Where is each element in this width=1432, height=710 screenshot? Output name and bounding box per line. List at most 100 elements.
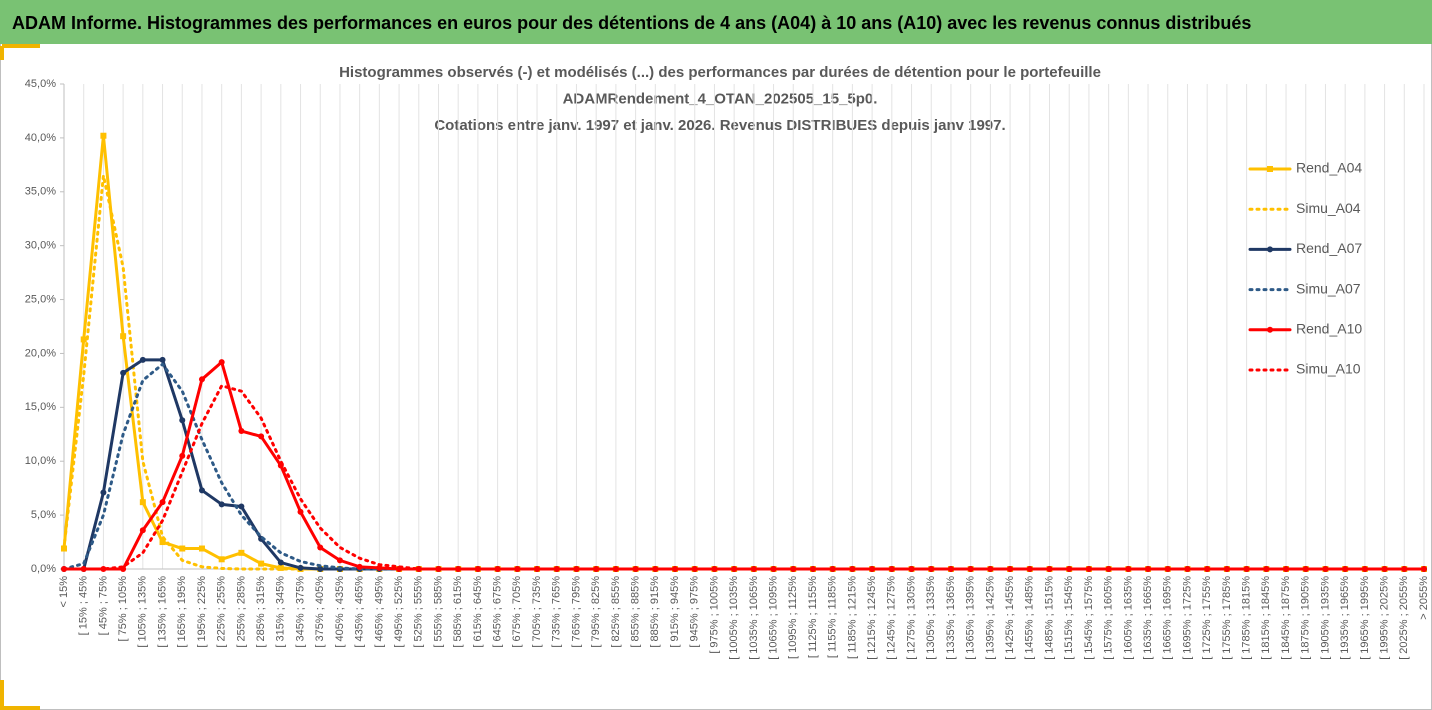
x-tick-label: [ 1185% ; 1215% bbox=[846, 576, 858, 659]
marker bbox=[218, 359, 225, 366]
legend-marker bbox=[1267, 166, 1273, 172]
x-tick-label: [ 555% ; 585% bbox=[432, 576, 444, 648]
x-tick-label: [ 1995% ; 2025% bbox=[1378, 576, 1390, 660]
marker bbox=[100, 489, 107, 496]
x-tick-label: [ 1635% ; 1665% bbox=[1142, 576, 1154, 660]
x-tick-label: [ 195% ; 225% bbox=[196, 576, 208, 648]
legend-marker bbox=[1267, 326, 1273, 333]
marker bbox=[1184, 566, 1191, 572]
legend-label: Simu_A10 bbox=[1296, 361, 1361, 377]
marker bbox=[317, 566, 324, 572]
x-tick-label: [ 105% ; 135% bbox=[137, 576, 149, 648]
x-tick-label: [ 165% ; 195% bbox=[176, 576, 188, 648]
x-tick-label: [ 1365% ; 1395% bbox=[965, 576, 977, 660]
y-tick-label: 40,0% bbox=[25, 132, 56, 144]
chart-title-line: Cotations entre janv. 1997 et janv. 2026… bbox=[434, 117, 1005, 134]
x-tick-label: [ 1395% ; 1425% bbox=[984, 576, 996, 660]
marker bbox=[750, 566, 757, 572]
marker bbox=[218, 501, 225, 508]
x-tick-label: [ 915% ; 945% bbox=[669, 576, 681, 648]
x-tick-label: [ 585% ; 615% bbox=[452, 576, 464, 648]
marker bbox=[198, 545, 205, 552]
marker bbox=[1381, 566, 1388, 572]
legend-label: Rend_A10 bbox=[1296, 321, 1362, 337]
marker bbox=[297, 508, 304, 515]
marker bbox=[731, 566, 738, 572]
x-tick-label: [ 795% ; 825% bbox=[590, 576, 602, 648]
x-tick-label: [ 1275% ; 1305% bbox=[905, 576, 917, 660]
x-tick-label: [ 345% ; 375% bbox=[294, 576, 306, 648]
header-title: ADAM Informe. Histogrammes des performan… bbox=[12, 13, 1251, 33]
x-tick-label: [ 975% ; 1005% bbox=[708, 576, 720, 654]
x-tick-label: [ 1425% ; 1455% bbox=[1004, 576, 1016, 660]
x-tick-label: [ 255% ; 285% bbox=[235, 576, 247, 648]
y-tick-label: 45,0% bbox=[25, 78, 56, 90]
marker bbox=[652, 566, 659, 572]
marker bbox=[317, 544, 324, 551]
marker bbox=[336, 557, 343, 564]
marker bbox=[238, 428, 245, 435]
marker bbox=[947, 566, 954, 572]
x-tick-label: [ 1155% ; 1185% bbox=[827, 576, 839, 658]
y-tick-label: 20,0% bbox=[25, 347, 56, 359]
x-tick-label: [ 1335% ; 1365% bbox=[945, 576, 957, 660]
chart-title: Histogrammes observés (-) et modélisés (… bbox=[339, 64, 1101, 134]
x-tick-label: [ 1515% ; 1545% bbox=[1063, 576, 1075, 660]
x-tick-label: [ 1245% ; 1275% bbox=[886, 576, 898, 660]
marker bbox=[376, 564, 383, 571]
marker bbox=[100, 132, 107, 139]
x-tick-label: [ 1935% ; 1965% bbox=[1339, 576, 1351, 660]
x-tick-label: [ 945% ; 975% bbox=[689, 576, 701, 648]
x-tick-label: [ 1065% ; 1095% bbox=[767, 576, 779, 660]
x-tick-label: [ 45% ; 75% bbox=[97, 576, 109, 636]
marker bbox=[534, 566, 541, 572]
marker bbox=[277, 564, 284, 571]
x-tick-label: [ 285% ; 315% bbox=[255, 576, 267, 648]
x-tick-label: [ 1875% ; 1905% bbox=[1300, 576, 1312, 660]
legend-label: Simu_A07 bbox=[1296, 280, 1361, 296]
marker bbox=[277, 559, 284, 566]
marker bbox=[159, 499, 166, 506]
marker bbox=[1164, 566, 1171, 572]
y-tick-label: 0,0% bbox=[31, 563, 56, 575]
marker bbox=[415, 566, 422, 572]
marker bbox=[435, 566, 442, 572]
chart-title-line: ADAMRendement_4_OTAN_202505_15_5p0. bbox=[563, 90, 878, 107]
x-tick-label: [ 1755% ; 1785% bbox=[1221, 576, 1233, 660]
x-tick-label: [ 855% ; 885% bbox=[630, 576, 642, 648]
x-tick-label: [ 1095% ; 1125% bbox=[787, 576, 799, 659]
marker bbox=[179, 452, 186, 459]
x-tick-label: [ 1965% ; 1995% bbox=[1359, 576, 1371, 660]
legend-label: Rend_A07 bbox=[1296, 240, 1362, 256]
x-tick-label: [ 1725% ; 1755% bbox=[1201, 576, 1213, 660]
header-bar bbox=[0, 0, 1432, 44]
x-tick-label: [ 1215% ; 1245% bbox=[866, 576, 878, 660]
corner-accent bbox=[0, 680, 40, 710]
marker bbox=[258, 433, 265, 440]
marker bbox=[179, 417, 186, 424]
x-tick-label: [ 1905% ; 1935% bbox=[1319, 576, 1331, 660]
x-tick-label: [ 765% ; 795% bbox=[570, 576, 582, 648]
x-tick-label: [ 1545% ; 1575% bbox=[1083, 576, 1095, 660]
x-tick-label: [ 1695% ; 1725% bbox=[1181, 576, 1193, 660]
marker bbox=[100, 566, 107, 572]
x-tick-label: [ 825% ; 855% bbox=[610, 576, 622, 648]
marker bbox=[297, 564, 304, 571]
x-tick-label: [ 75% ; 105% bbox=[117, 576, 129, 642]
x-tick-label: [ 2025% ; 2055% bbox=[1398, 576, 1410, 660]
x-tick-label: [ 1575% ; 1605% bbox=[1103, 576, 1115, 660]
x-tick-label: [ 675% ; 705% bbox=[511, 576, 523, 648]
x-tick-label: [ 1305% ; 1335% bbox=[925, 576, 937, 660]
corner-accent bbox=[0, 44, 40, 60]
x-tick-label: [ 1605% ; 1635% bbox=[1122, 576, 1134, 660]
y-tick-label: 10,0% bbox=[25, 455, 56, 467]
marker bbox=[139, 356, 146, 363]
marker bbox=[198, 487, 205, 494]
x-tick-label: [ 1845% ; 1875% bbox=[1280, 576, 1292, 660]
y-tick-label: 15,0% bbox=[25, 401, 56, 413]
x-tick-label: [ 705% ; 735% bbox=[531, 576, 543, 648]
marker bbox=[120, 333, 127, 340]
marker bbox=[1401, 566, 1408, 572]
